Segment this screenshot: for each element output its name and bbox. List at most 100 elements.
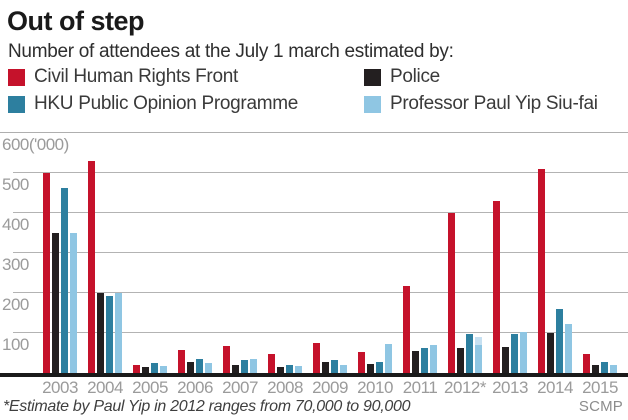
bar-group-2009: 2009 <box>312 133 348 397</box>
x-axis-label-2015: 2015 <box>582 378 618 397</box>
bar-civil-human-rights-front-2008 <box>268 354 275 373</box>
bar-hku-public-opinion-programme-2009 <box>331 359 338 373</box>
bar-hku-public-opinion-programme-2003 <box>61 188 68 373</box>
bar-group-2012: 2012* <box>444 133 486 397</box>
y-axis-label-600: 600('000) <box>2 135 69 154</box>
bar-group-2003: 2003 <box>42 133 78 397</box>
bar-police-2008 <box>277 366 284 373</box>
bar-group-2005: 2005 <box>132 133 168 397</box>
legend-swatch-police <box>364 68 381 86</box>
bar-professor-paul-yip-siu-fai-2013 <box>520 331 527 373</box>
legend-swatch-professor-paul-yip-siu-fai <box>364 95 381 113</box>
footnote: *Estimate by Paul Yip in 2012 ranges fro… <box>3 398 411 415</box>
bar-professor-paul-yip-siu-fai-2003 <box>70 233 77 373</box>
bar-professor-paul-yip-siu-fai-2006 <box>205 362 212 373</box>
bar-groups: 2003 2004 2005 2006 2007 2008 2009 2010 2011 2012… <box>42 133 618 397</box>
bar-civil-human-rights-front-2007 <box>223 345 230 373</box>
bar-professor-paul-yip-siu-fai-2008 <box>295 366 302 373</box>
y-axis-label-200: 200 <box>2 295 29 314</box>
bar-civil-human-rights-front-2004 <box>88 161 95 373</box>
bar-group-2006: 2006 <box>177 133 213 397</box>
bar-group-2007: 2007 <box>222 133 258 397</box>
bar-hku-public-opinion-programme-2007 <box>241 360 248 373</box>
bar-professor-paul-yip-siu-fai-2005 <box>160 365 167 373</box>
bar-police-2014 <box>547 333 554 373</box>
bar-hku-public-opinion-programme-2008 <box>286 365 293 373</box>
legend-item-civil-human-rights-front: Civil Human Rights Front <box>8 66 364 87</box>
bar-police-2003 <box>52 233 59 373</box>
bar-group-2015: 2015 <box>582 133 618 397</box>
bar-professor-paul-yip-siu-fai-2004 <box>115 293 122 373</box>
bar-hku-public-opinion-programme-2015 <box>601 362 608 373</box>
legend-label: HKU Public Opinion Programme <box>34 93 299 114</box>
bar-police-2013 <box>502 346 509 373</box>
bar-civil-human-rights-front-2003 <box>43 173 50 373</box>
legend: Civil Human Rights Front Police HKU Public… <box>8 66 624 114</box>
bar-police-2015 <box>592 365 599 373</box>
bar-hku-public-opinion-programme-2006 <box>196 358 203 373</box>
legend-swatch-hku-public-opinion-programme <box>8 95 25 113</box>
bar-police-2011 <box>412 351 419 373</box>
bar-professor-paul-yip-siu-fai-2014 <box>565 324 572 373</box>
legend-swatch-civil-human-rights-front <box>8 68 25 86</box>
x-axis-label-2004: 2004 <box>87 378 123 397</box>
y-axis-label-400: 400 <box>2 215 29 234</box>
x-axis-label-2012: 2012* <box>444 378 486 397</box>
bar-group-2004: 2004 <box>87 133 123 397</box>
source-label: SCMP <box>578 398 623 415</box>
bar-group-2011: 2011 <box>403 133 438 397</box>
bar-civil-human-rights-front-2015 <box>583 353 590 373</box>
bar-hku-public-opinion-programme-2004 <box>106 296 113 373</box>
bar-police-2004 <box>97 293 104 373</box>
x-axis-label-2005: 2005 <box>132 378 168 397</box>
x-axis-baseline <box>0 372 628 377</box>
bar-civil-human-rights-front-2009 <box>313 342 320 373</box>
bar-police-2007 <box>232 365 239 373</box>
chart-title: Out of step <box>7 6 145 36</box>
x-axis-label-2009: 2009 <box>312 378 348 397</box>
bar-hku-public-opinion-programme-2013 <box>511 333 518 373</box>
x-axis-label-2007: 2007 <box>222 378 258 397</box>
gridline-300 <box>13 252 628 253</box>
bar-civil-human-rights-front-2011 <box>403 285 410 373</box>
bar-hku-public-opinion-programme-2010 <box>376 362 383 373</box>
bar-civil-human-rights-front-2013 <box>493 201 500 373</box>
x-axis-label-2008: 2008 <box>267 378 303 397</box>
bar-police-2005 <box>142 367 149 373</box>
x-axis-label-2003: 2003 <box>42 378 78 397</box>
bar-professor-paul-yip-siu-fai-2007 <box>250 359 257 373</box>
bar-range-segment <box>475 337 482 345</box>
x-axis-label-2014: 2014 <box>537 378 573 397</box>
bar-group-2010: 2010 <box>357 133 393 397</box>
bar-group-2014: 2014 <box>537 133 573 397</box>
x-axis-label-2010: 2010 <box>357 378 393 397</box>
bar-civil-human-rights-front-2010 <box>358 352 365 373</box>
gridline-500 <box>13 172 628 173</box>
y-axis-label-100: 100 <box>2 335 29 354</box>
y-axis-label-300: 300 <box>2 255 29 274</box>
legend-label: Police <box>390 66 440 87</box>
bar-hku-public-opinion-programme-2011 <box>421 348 428 373</box>
legend-item-hku-public-opinion-programme: HKU Public Opinion Programme <box>8 93 364 114</box>
bar-police-2012 <box>457 347 464 373</box>
bar-police-2010 <box>367 363 374 373</box>
legend-label: Professor Paul Yip Siu-fai <box>390 93 598 114</box>
footer: *Estimate by Paul Yip in 2012 ranges fro… <box>3 398 623 416</box>
x-axis-label-2011: 2011 <box>402 378 438 397</box>
bar-group-2013: 2013 <box>492 133 528 397</box>
legend-item-police: Police <box>364 66 624 87</box>
bar-police-2006 <box>187 361 194 373</box>
gridline-400 <box>13 212 628 213</box>
bar-professor-paul-yip-siu-fai-2010 <box>385 344 392 373</box>
gridline-200 <box>13 292 628 293</box>
bar-hku-public-opinion-programme-2014 <box>556 309 563 373</box>
bar-police-2009 <box>322 361 329 373</box>
bar-professor-paul-yip-siu-fai-2015 <box>610 364 617 373</box>
bar-hku-public-opinion-programme-2012 <box>466 333 473 373</box>
bar-base-segment <box>475 345 482 373</box>
y-axis-label-500: 500 <box>2 175 29 194</box>
x-axis-label-2006: 2006 <box>177 378 213 397</box>
legend-item-professor-paul-yip-siu-fai: Professor Paul Yip Siu-fai <box>364 93 624 114</box>
gridline-100 <box>13 332 628 333</box>
